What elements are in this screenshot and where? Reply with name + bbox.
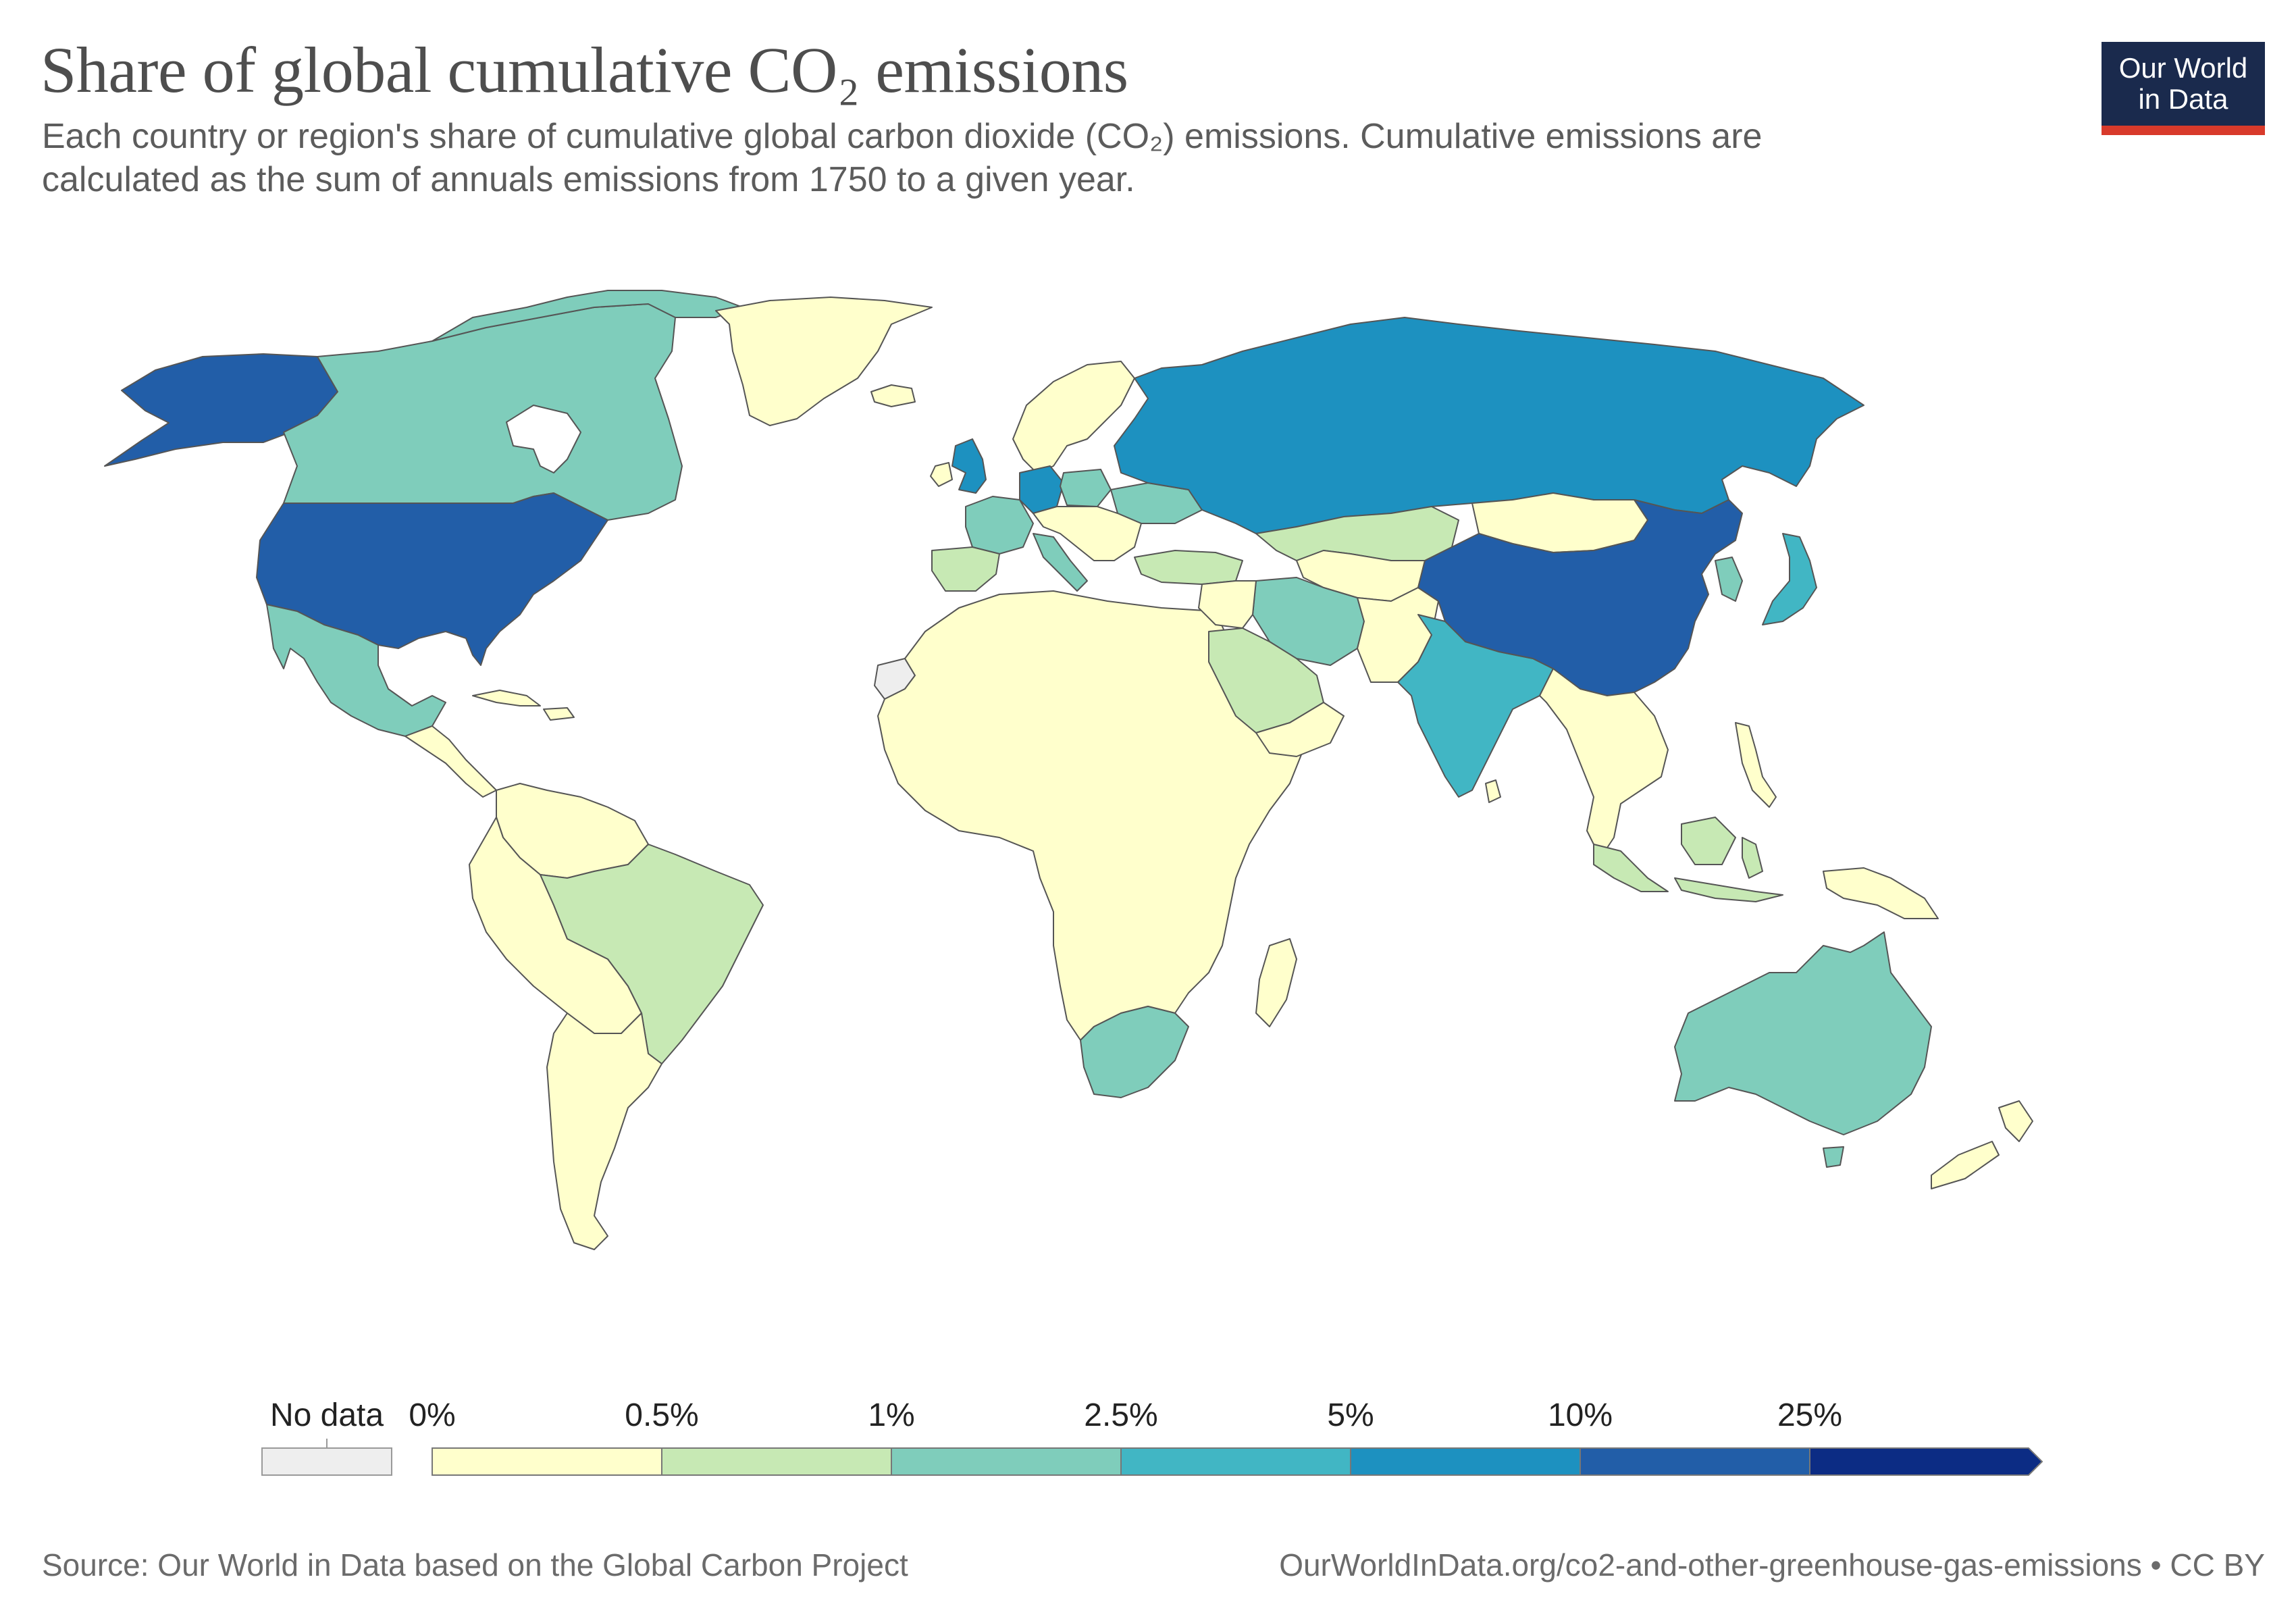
footer-url[interactable]: OurWorldInData.org/co2-and-other-greenho… [1279,1547,2265,1583]
legend-label-0: 0% [409,1397,456,1433]
region-middle-east-north[interactable] [1198,580,1257,629]
subtitle-line-1: Each country or region's share of cumula… [42,117,1763,156]
region-greenland[interactable] [715,297,933,426]
logo-line-1: Our World [2118,52,2248,84]
page-subtitle: Each country or region's share of cumula… [42,115,2041,201]
region-sri-lanka[interactable] [1485,779,1501,803]
legend-label-no-data: No data [269,1397,384,1433]
footer-source: Source: Our World in Data based on the G… [42,1547,908,1583]
region-indonesia[interactable] [1593,817,1783,902]
page-title: Share of global cumulative CO₂ emissions [41,34,1128,106]
region-cuba[interactable] [472,690,541,706]
legend-label-05: 0.5% [625,1397,699,1433]
region-hispaniola[interactable] [543,707,575,721]
region-turkey[interactable] [1134,550,1243,585]
legend-label-1: 1% [868,1397,915,1433]
region-new-guinea[interactable] [1823,867,1939,919]
region-poland[interactable] [1060,469,1112,507]
region-korea[interactable] [1715,557,1743,602]
legend-label-25: 2.5% [1084,1397,1158,1433]
region-china[interactable] [1417,499,1743,696]
region-alaska[interactable] [104,353,338,467]
region-ireland[interactable] [930,462,953,487]
legend-label-25p: 25% [1777,1397,1843,1433]
region-south-africa[interactable] [1080,1006,1189,1098]
region-brazil[interactable] [540,844,764,1064]
region-central-america[interactable] [405,725,497,798]
logo-line-2: in Data [2138,83,2228,115]
region-japan[interactable] [1762,533,1817,625]
region-italy[interactable] [1033,533,1088,592]
region-canada[interactable] [283,303,683,521]
region-russia[interactable] [1114,317,1864,534]
region-tasmania[interactable] [1823,1146,1844,1168]
region-southeast-asia[interactable] [1539,668,1669,858]
legend-label-10: 10% [1547,1397,1613,1433]
region-philippines[interactable] [1735,722,1777,808]
region-madagascar[interactable] [1255,938,1297,1027]
region-iceland[interactable] [870,384,916,407]
region-arabian-south[interactable] [1255,702,1345,757]
region-balkans-central-europe[interactable] [1033,506,1142,561]
region-australia[interactable] [1674,931,1932,1135]
owid-logo[interactable]: Our World in Data [2102,42,2265,135]
region-united-kingdom[interactable] [951,438,987,494]
water-hudson-bay [506,405,581,473]
subtitle-line-2: calculated as the sum of annuals emissio… [42,160,1135,199]
region-new-zealand[interactable] [1931,1100,2033,1189]
region-iberia[interactable] [931,546,1000,592]
legend-label-5: 5% [1327,1397,1374,1433]
region-france[interactable] [965,496,1034,555]
region-southern-cone[interactable] [546,1012,662,1250]
